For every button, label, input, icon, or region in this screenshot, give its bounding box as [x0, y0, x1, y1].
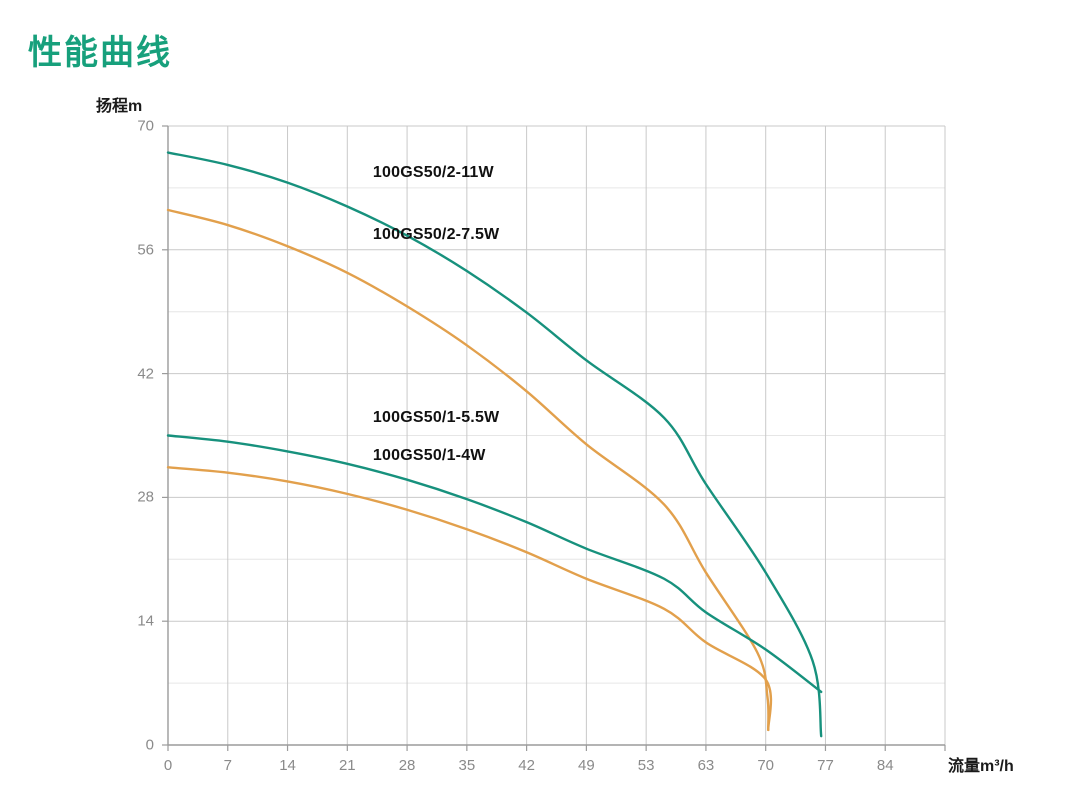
series-label-3: 100GS50/1-4W: [372, 446, 486, 464]
curve-series-0: [166, 151, 823, 738]
y-axis-tick-label: 28: [137, 488, 154, 506]
x-axis-tick-label: 7: [223, 757, 232, 774]
x-axis-tick-label: 21: [338, 757, 356, 774]
x-axis-tick-label: 70: [757, 757, 775, 774]
x-axis-tick-label: 53: [637, 757, 655, 774]
series-label-0: 100GS50/2-11W: [372, 163, 494, 181]
x-axis-tick-label: 0: [163, 757, 173, 774]
y-axis-tick-label: 70: [137, 117, 154, 135]
x-axis-tick-label: 77: [817, 757, 834, 774]
y-axis-tick-label: 42: [137, 365, 154, 383]
series-label-2: 100GS50/1-5.5W: [372, 408, 500, 426]
curve-series-3: [166, 466, 773, 732]
curve-series-2: [166, 434, 823, 694]
x-axis-tick-label: 14: [279, 757, 296, 774]
x-axis-tick-label: 63: [697, 757, 715, 774]
x-axis-tick-label: 28: [398, 757, 416, 774]
series-label-1: 100GS50/2-7.5W: [372, 225, 500, 243]
curve-series-1: [166, 208, 770, 732]
page-title: 性能曲线: [28, 34, 172, 72]
x-axis-tick-label: 84: [876, 757, 894, 774]
x-axis-tick-label: 49: [578, 757, 595, 774]
y-axis-tick-label: 14: [137, 612, 154, 630]
x-axis-tick-label: 42: [518, 757, 535, 774]
y-axis-title: 扬程m: [96, 98, 143, 115]
x-axis-tick-label: 35: [458, 757, 476, 774]
y-axis-tick-label: 56: [137, 241, 154, 259]
y-axis-tick-label: 0: [145, 736, 154, 754]
x-axis-title: 流量m³/h: [948, 758, 1014, 775]
